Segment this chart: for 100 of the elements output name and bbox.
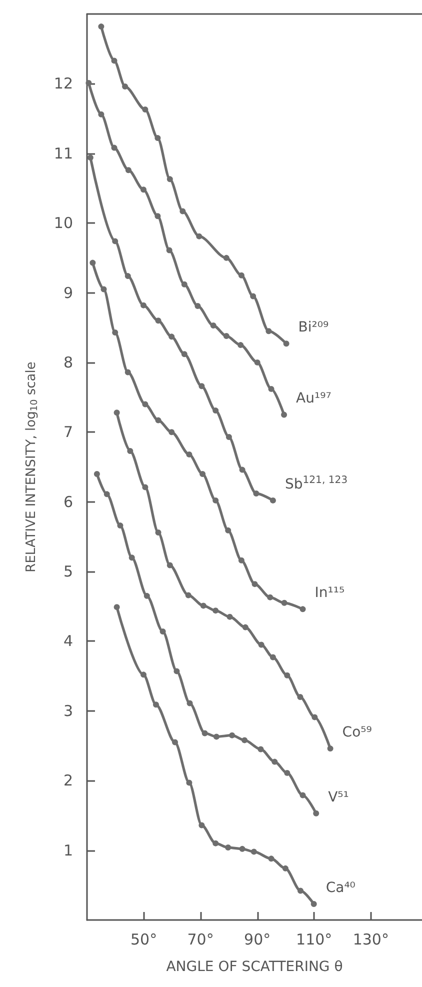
- point: [281, 600, 288, 606]
- point: [100, 286, 107, 292]
- point: [180, 208, 186, 214]
- point: [282, 865, 288, 872]
- x-tick-label: 50°: [130, 930, 158, 948]
- x-tick-label: 110°: [296, 930, 332, 948]
- point: [114, 410, 120, 416]
- point: [223, 254, 230, 261]
- point: [86, 80, 92, 86]
- point: [281, 412, 288, 418]
- point: [238, 342, 244, 348]
- point: [212, 497, 219, 504]
- point: [181, 281, 188, 288]
- point: [213, 734, 220, 740]
- series-label: Bi²⁰⁹: [298, 320, 330, 336]
- point: [186, 780, 192, 786]
- point: [229, 732, 236, 738]
- point: [202, 730, 208, 736]
- point: [155, 318, 162, 324]
- point: [140, 186, 146, 193]
- point: [112, 329, 118, 336]
- point: [124, 369, 131, 376]
- point: [266, 328, 272, 334]
- series-label: In¹¹⁵: [314, 585, 345, 602]
- point: [185, 592, 192, 598]
- point: [270, 497, 276, 504]
- y-tick-label: 1: [63, 841, 73, 860]
- series-label: Au¹⁹⁷: [296, 390, 332, 407]
- point: [284, 770, 290, 776]
- point: [284, 672, 290, 678]
- point: [225, 844, 232, 851]
- point: [300, 606, 306, 612]
- y-tick-label: 8: [63, 353, 73, 372]
- y-tick-label: 7: [63, 423, 73, 442]
- point: [242, 737, 248, 744]
- y-tick-label: 9: [63, 284, 73, 302]
- point: [154, 135, 161, 142]
- point: [142, 401, 148, 408]
- point: [300, 792, 306, 798]
- point: [155, 530, 162, 536]
- x-axis-title: ANGLE OF SCATTERING θ: [166, 959, 343, 975]
- point: [250, 848, 257, 855]
- point: [186, 451, 192, 458]
- point: [198, 383, 205, 390]
- point: [181, 351, 188, 358]
- point: [152, 702, 159, 708]
- point: [223, 332, 230, 339]
- point: [272, 758, 278, 765]
- point: [168, 334, 175, 340]
- point: [87, 154, 94, 161]
- point: [128, 554, 135, 561]
- point: [142, 484, 148, 490]
- point: [140, 302, 146, 308]
- series-label: Ca⁴⁰: [326, 880, 356, 896]
- point: [283, 340, 290, 347]
- point: [254, 359, 260, 366]
- y-tick-label: 4: [63, 632, 73, 650]
- point: [268, 856, 274, 862]
- point: [212, 408, 219, 414]
- y-tick-label: 10: [54, 214, 73, 232]
- x-tick-label: 130°: [352, 930, 389, 948]
- x-tick-label: 90°: [244, 930, 271, 948]
- point: [94, 470, 100, 477]
- point: [212, 608, 219, 614]
- point: [98, 24, 104, 30]
- point: [117, 522, 124, 529]
- point: [250, 293, 256, 300]
- y-tick-label: 11: [54, 144, 73, 162]
- y-tick-label: 6: [63, 492, 73, 511]
- point: [200, 602, 206, 609]
- point: [168, 429, 175, 436]
- point: [210, 322, 216, 329]
- point: [154, 213, 161, 220]
- point: [144, 592, 150, 599]
- point: [140, 672, 146, 678]
- point: [186, 700, 193, 706]
- point: [172, 739, 178, 746]
- point: [238, 557, 244, 564]
- point: [166, 562, 173, 568]
- point: [112, 238, 118, 244]
- point: [174, 668, 180, 674]
- point: [194, 303, 201, 310]
- point: [312, 714, 318, 720]
- point: [225, 527, 232, 534]
- point: [196, 233, 202, 240]
- point: [142, 106, 148, 112]
- y-axis-title: RELATIVE INTENSITY, log10 scale: [24, 362, 40, 572]
- point: [160, 628, 166, 634]
- point: [124, 273, 131, 280]
- point: [212, 840, 219, 846]
- point: [198, 822, 205, 828]
- x-tick-label: 70°: [187, 930, 214, 948]
- series-label: Co⁵⁹: [342, 724, 372, 741]
- point: [242, 624, 248, 630]
- point: [111, 144, 118, 151]
- point: [270, 654, 276, 660]
- point: [297, 694, 304, 700]
- point: [267, 594, 274, 600]
- point: [310, 900, 317, 907]
- point: [238, 272, 244, 278]
